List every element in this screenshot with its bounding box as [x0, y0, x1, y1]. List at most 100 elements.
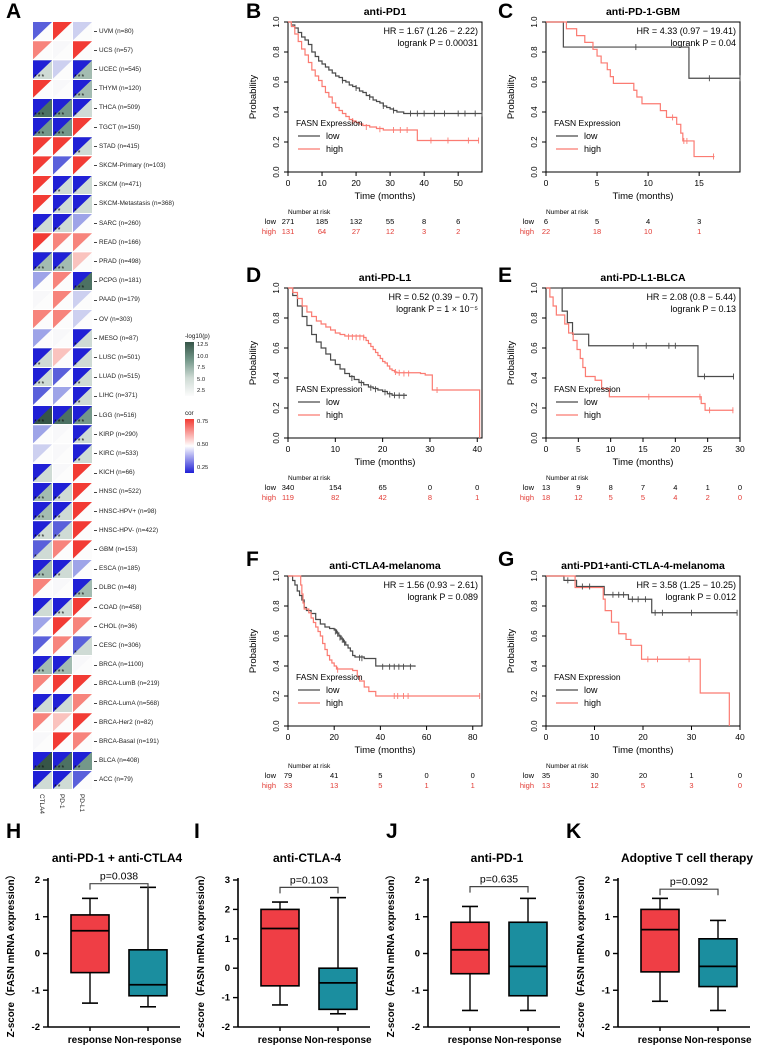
- heatmap-cell: [33, 674, 52, 693]
- svg-text:5: 5: [641, 493, 645, 502]
- cor-triangle: [33, 156, 52, 175]
- heatmap-col-label: PD-1: [58, 794, 65, 809]
- cor-triangle: [33, 290, 52, 309]
- svg-text:0: 0: [286, 444, 291, 454]
- significance-stars: ***: [34, 419, 46, 427]
- cor-triangle: [33, 578, 52, 597]
- svg-text:Z-score（FASN mRNA expression）: Z-score（FASN mRNA expression）: [194, 870, 207, 1038]
- svg-text:low: low: [326, 131, 340, 141]
- heatmap-cell: [73, 521, 92, 540]
- svg-text:anti-CTLA4-melanoma: anti-CTLA4-melanoma: [329, 560, 441, 572]
- heatmap-cell: [53, 578, 72, 597]
- heatmap-cell: *: [53, 694, 72, 715]
- legend-tick: 12.5: [197, 342, 209, 348]
- significance-stars: ***: [54, 111, 66, 119]
- svg-text:18: 18: [542, 493, 550, 502]
- legend-tick: 0.25: [197, 465, 209, 471]
- svg-text:logrank P = 0.13: logrank P = 0.13: [670, 304, 736, 314]
- cor-triangle: [53, 578, 72, 597]
- svg-text:0.6: 0.6: [272, 342, 281, 354]
- svg-text:5: 5: [609, 493, 613, 502]
- heatmap-cell: [73, 41, 92, 60]
- heatmap-cell: [33, 194, 52, 213]
- significance-stars: ***: [34, 73, 46, 81]
- cor-triangle: [53, 310, 72, 329]
- heatmap-cell: ***: [33, 559, 52, 580]
- heatmap-cell: [33, 444, 52, 463]
- cor-triangle: [33, 22, 52, 41]
- heatmap-cell: [73, 22, 92, 41]
- cor-triangle: [53, 290, 72, 309]
- cor-triangle: [33, 425, 52, 444]
- heatmap-cell: [73, 540, 92, 559]
- significance-stars: ***: [34, 495, 46, 503]
- heatmap-cell: [53, 156, 72, 175]
- svg-text:high: high: [262, 227, 276, 236]
- svg-text:1: 1: [471, 781, 475, 790]
- significance-stars: **: [74, 457, 82, 465]
- svg-text:40: 40: [376, 732, 386, 742]
- heatmap-cell: [53, 329, 72, 348]
- significance-stars: ***: [74, 419, 86, 427]
- heatmap-cell: ***: [33, 751, 52, 772]
- significance-stars: ***: [74, 92, 86, 100]
- heatmap-row-label: UCEC (n=545): [93, 65, 142, 73]
- svg-text:1: 1: [605, 912, 611, 923]
- cor-triangle: [73, 598, 92, 617]
- svg-text:high: high: [520, 493, 534, 502]
- heatmap-cell: [33, 290, 52, 309]
- significance-stars: *: [54, 707, 58, 715]
- cor-triangle: [53, 329, 72, 348]
- heatmap-cell: [73, 290, 92, 309]
- significance-stars: *: [34, 553, 38, 561]
- cor-triangle: [53, 137, 72, 156]
- heatmap-cell: [73, 214, 92, 233]
- panel-letter-B: B: [246, 0, 262, 23]
- heatmap-cell: ***: [73, 60, 92, 81]
- heatmap-cell: ***: [53, 406, 72, 426]
- heatmap-cell: ***: [33, 367, 52, 388]
- heatmap-cell: [33, 137, 52, 156]
- svg-text:Time (months): Time (months): [355, 745, 416, 756]
- svg-text:HR = 0.52 (0.39 − 0.7): HR = 0.52 (0.39 − 0.7): [388, 292, 478, 302]
- heatmap-cell: **: [53, 770, 72, 791]
- significance-stars: **: [54, 495, 62, 503]
- svg-text:271: 271: [282, 217, 295, 226]
- svg-text:p=0.092: p=0.092: [670, 876, 708, 888]
- svg-text:Number at risk: Number at risk: [546, 763, 589, 770]
- svg-text:2: 2: [605, 875, 610, 886]
- svg-text:20: 20: [638, 732, 648, 742]
- svg-text:0.6: 0.6: [530, 630, 539, 642]
- svg-text:p=0.038: p=0.038: [100, 871, 138, 883]
- svg-text:18: 18: [593, 227, 601, 236]
- heatmap-cell: **: [53, 521, 72, 542]
- svg-text:1: 1: [424, 781, 428, 790]
- significance-stars: ***: [74, 73, 86, 81]
- significance-stars: **: [34, 361, 42, 369]
- heatmap-row-label: BRCA-Basal (n=191): [94, 737, 159, 745]
- svg-text:logrank P = 0.012: logrank P = 0.012: [665, 592, 736, 602]
- svg-text:-2: -2: [412, 1022, 420, 1033]
- svg-text:9: 9: [576, 483, 580, 492]
- heatmap-cell: [53, 41, 72, 60]
- significance-stars: **: [54, 534, 62, 542]
- svg-text:anti-PD-1: anti-PD-1: [471, 851, 524, 865]
- svg-text:-1: -1: [222, 993, 231, 1004]
- heatmap-cell: *: [73, 194, 92, 215]
- significance-stars: **: [74, 150, 82, 158]
- significance-stars: ***: [34, 131, 46, 139]
- heatmap-cell: [73, 310, 92, 329]
- svg-text:Non-response: Non-response: [304, 1035, 372, 1046]
- heatmap-row-label: PCPG (n=181): [93, 277, 142, 285]
- cor-triangle: [33, 636, 52, 655]
- heatmap-cell: [53, 22, 72, 41]
- heatmap-row-label: SKCM-Metastasis (n=368): [93, 200, 175, 208]
- cor-triangle: [53, 233, 72, 252]
- svg-text:p=0.103: p=0.103: [290, 874, 328, 886]
- cor-triangle: [33, 674, 52, 693]
- legend-tick: 0.50: [197, 442, 209, 448]
- svg-text:1: 1: [35, 912, 41, 923]
- heatmap-row-label: PRAD (n=498): [94, 257, 141, 265]
- svg-text:50: 50: [453, 178, 463, 188]
- svg-text:0: 0: [605, 949, 610, 960]
